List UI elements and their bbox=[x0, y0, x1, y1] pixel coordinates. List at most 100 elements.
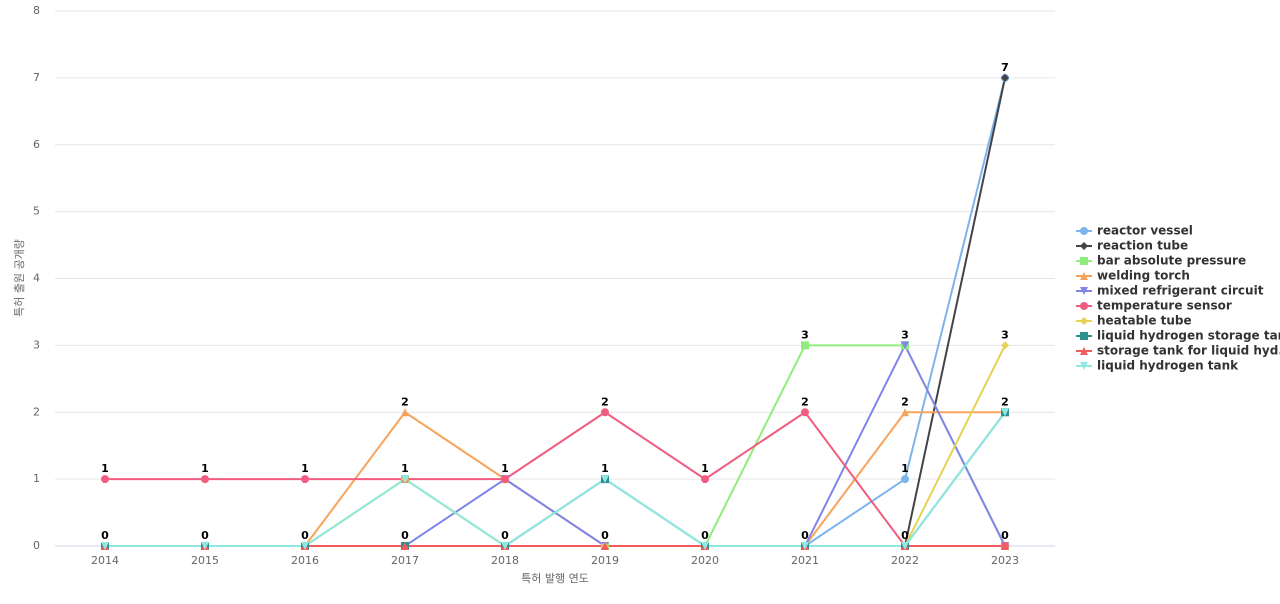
x-tick-label: 2014 bbox=[91, 554, 119, 567]
data-label: 1 bbox=[501, 462, 509, 475]
point bbox=[701, 542, 709, 550]
point bbox=[901, 475, 909, 484]
data-label: 0 bbox=[1001, 529, 1009, 542]
legend-label[interactable]: liquid hydrogen tank bbox=[1097, 359, 1239, 373]
point bbox=[301, 475, 309, 484]
y-tick-label: 7 bbox=[33, 71, 40, 84]
point bbox=[501, 542, 509, 550]
data-label: 1 bbox=[301, 462, 309, 475]
y-tick-label: 4 bbox=[33, 272, 40, 285]
x-tick-label: 2020 bbox=[691, 554, 719, 567]
point bbox=[601, 475, 609, 484]
data-label: 3 bbox=[901, 328, 909, 341]
data-label: 0 bbox=[801, 529, 809, 542]
y-tick-label: 3 bbox=[33, 338, 40, 351]
point bbox=[401, 475, 409, 484]
point bbox=[1001, 341, 1009, 350]
data-label: 7 bbox=[1001, 61, 1009, 74]
y-axis-title: 특허 출원 공개량 bbox=[13, 239, 26, 317]
point bbox=[501, 475, 509, 484]
legend-label[interactable]: bar absolute pressure bbox=[1097, 254, 1246, 268]
point bbox=[801, 542, 809, 550]
legend-label[interactable]: storage tank for liquid hyd... bbox=[1097, 344, 1280, 358]
x-tick-label: 2019 bbox=[591, 554, 619, 567]
y-tick-label: 1 bbox=[33, 472, 40, 485]
point bbox=[901, 341, 909, 350]
legend-label[interactable]: welding torch bbox=[1097, 269, 1190, 283]
legend-label[interactable]: liquid hydrogen storage tank bbox=[1097, 329, 1280, 343]
data-label: 2 bbox=[801, 395, 809, 408]
point bbox=[801, 341, 809, 350]
legend-symbol bbox=[1080, 362, 1088, 370]
legend-symbol bbox=[1080, 302, 1088, 310]
point bbox=[601, 408, 609, 417]
legend-symbol bbox=[1080, 242, 1088, 250]
y-tick-label: 8 bbox=[33, 4, 40, 17]
point bbox=[101, 475, 109, 484]
point bbox=[1001, 73, 1009, 82]
legend-label[interactable]: temperature sensor bbox=[1097, 299, 1232, 313]
data-label: 2 bbox=[601, 395, 609, 408]
data-label: 0 bbox=[301, 529, 309, 542]
y-tick-label: 5 bbox=[33, 205, 40, 218]
data-label: 2 bbox=[401, 395, 409, 408]
legend-symbol bbox=[1080, 227, 1088, 235]
point bbox=[801, 408, 809, 417]
point bbox=[201, 542, 209, 550]
point bbox=[301, 542, 309, 550]
x-tick-label: 2021 bbox=[791, 554, 819, 567]
legend-symbol bbox=[1080, 347, 1088, 355]
legend-label[interactable]: mixed refrigerant circuit bbox=[1097, 284, 1264, 298]
data-label: 2 bbox=[901, 395, 909, 408]
data-label: 1 bbox=[401, 462, 409, 475]
point bbox=[201, 475, 209, 484]
point bbox=[1001, 408, 1009, 417]
legend-symbol bbox=[1080, 317, 1088, 325]
series-line bbox=[105, 77, 1006, 547]
data-label: 0 bbox=[401, 529, 409, 542]
series-line bbox=[105, 410, 1005, 547]
point bbox=[401, 408, 409, 417]
data-label: 0 bbox=[101, 529, 109, 542]
data-label: 1 bbox=[101, 462, 109, 475]
data-label: 0 bbox=[701, 529, 709, 542]
data-label: 2 bbox=[1001, 395, 1009, 408]
point bbox=[701, 475, 709, 484]
data-label: 1 bbox=[601, 462, 609, 475]
point bbox=[401, 542, 409, 550]
legend-symbol bbox=[1080, 287, 1088, 295]
legend-label[interactable]: heatable tube bbox=[1097, 314, 1192, 328]
x-tick-label: 2018 bbox=[491, 554, 519, 567]
data-label: 1 bbox=[201, 462, 209, 475]
point bbox=[101, 542, 109, 550]
point bbox=[601, 542, 609, 550]
data-label: 1 bbox=[701, 462, 709, 475]
x-tick-label: 2017 bbox=[391, 554, 419, 567]
x-tick-label: 2015 bbox=[191, 554, 219, 567]
legend-symbol bbox=[1080, 332, 1088, 340]
data-label: 1 bbox=[901, 462, 909, 475]
legend-symbol bbox=[1080, 272, 1088, 280]
legend-label[interactable]: reaction tube bbox=[1097, 239, 1188, 253]
point bbox=[1001, 542, 1009, 550]
y-tick-label: 0 bbox=[33, 539, 40, 552]
data-label: 0 bbox=[201, 529, 209, 542]
x-tick-label: 2016 bbox=[291, 554, 319, 567]
series-line bbox=[105, 77, 1006, 547]
data-label: 0 bbox=[601, 529, 609, 542]
legend-symbol bbox=[1080, 257, 1088, 265]
x-axis-title: 특허 발행 연도 bbox=[521, 572, 589, 585]
point bbox=[901, 542, 909, 550]
x-tick-label: 2022 bbox=[891, 554, 919, 567]
y-tick-label: 6 bbox=[33, 138, 40, 151]
x-tick-label: 2023 bbox=[991, 554, 1019, 567]
series-line bbox=[105, 411, 1006, 548]
data-label: 0 bbox=[901, 529, 909, 542]
data-label: 3 bbox=[1001, 328, 1009, 341]
data-label: 3 bbox=[801, 328, 809, 341]
data-label: 0 bbox=[501, 529, 509, 542]
legend-label[interactable]: reactor vessel bbox=[1097, 224, 1193, 238]
point bbox=[901, 408, 909, 417]
y-tick-label: 2 bbox=[33, 405, 40, 418]
